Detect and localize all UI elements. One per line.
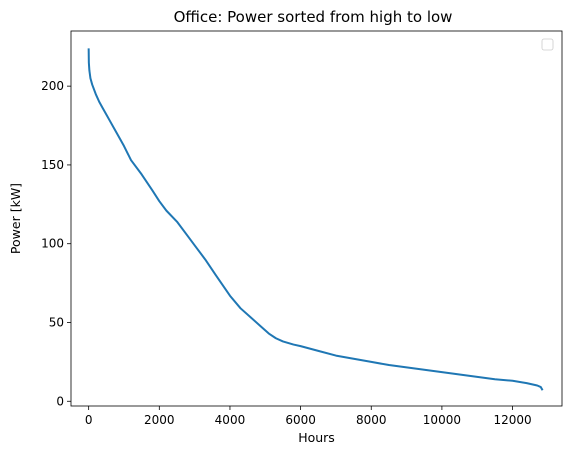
chart-title: Office: Power sorted from high to low (174, 8, 453, 26)
y-axis-label: Power [kW] (8, 183, 23, 254)
x-tick-label: 8000 (356, 413, 387, 427)
x-tick-label: 12000 (493, 413, 531, 427)
axes-frame (70, 30, 563, 407)
series-line-0 (87, 48, 544, 391)
y-tick-label: 200 (41, 79, 64, 93)
x-tick-label: 2000 (144, 413, 175, 427)
x-tick-label: 10000 (423, 413, 461, 427)
y-axis: 0 50 100 150 200 (41, 79, 71, 408)
plot-area (87, 48, 544, 391)
y-tick-label: 50 (49, 315, 64, 329)
y-tick-label: 0 (56, 394, 64, 408)
x-tick-label: 6000 (285, 413, 316, 427)
y-tick-label: 100 (41, 237, 64, 251)
x-tick-label: 4000 (215, 413, 246, 427)
legend (541, 38, 554, 51)
x-tick-label: 0 (85, 413, 93, 427)
y-tick-label: 150 (41, 158, 64, 172)
x-axis: 0 2000 4000 6000 8000 10000 12000 (85, 406, 532, 427)
x-axis-label: Hours (298, 430, 335, 445)
